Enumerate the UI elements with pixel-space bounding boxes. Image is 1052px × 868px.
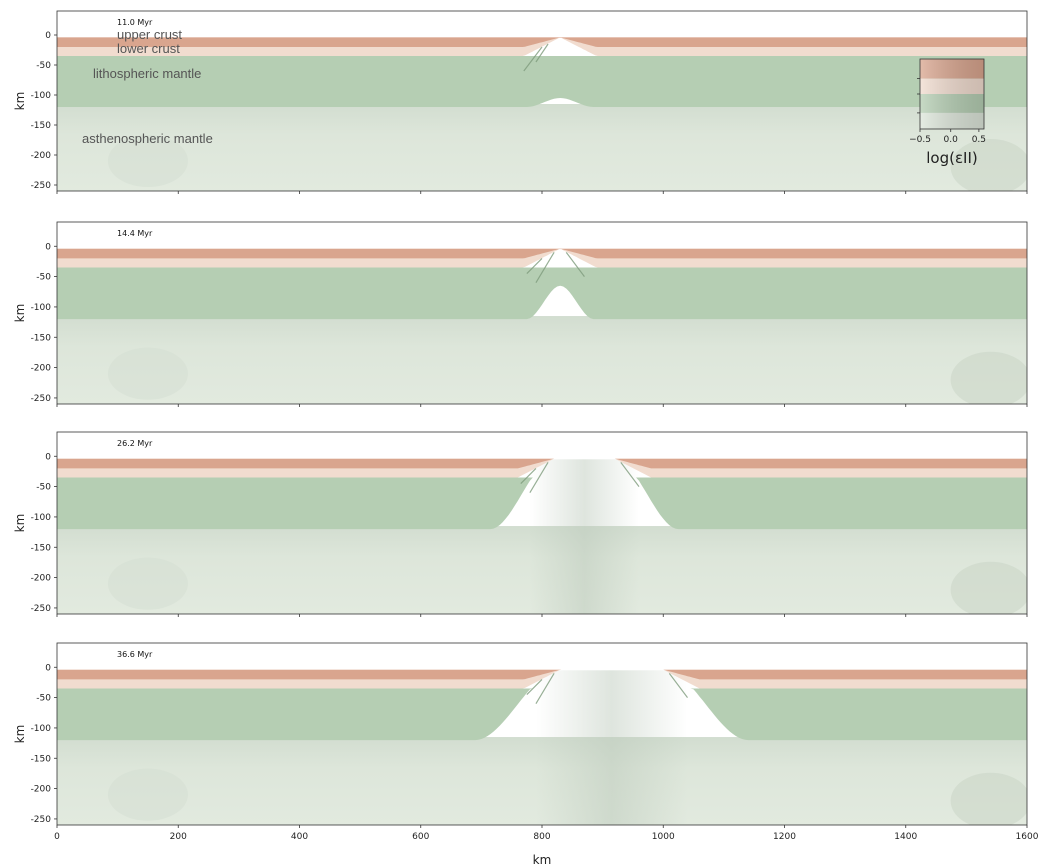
convection-cell-left xyxy=(107,768,188,821)
shear-zone-3 xyxy=(520,467,537,484)
y-axis-label: km xyxy=(13,725,27,744)
y-tick-label: 0 xyxy=(45,663,51,673)
time-label: 36.6 Myr xyxy=(117,650,153,659)
y-tick-label: -150 xyxy=(31,543,52,553)
panel-2: 0 -50 -100 -150 -200 -250 km 14.4 Myr xyxy=(13,221,1028,407)
x-tick-label: 1200 xyxy=(773,832,796,842)
y-tick-label: -150 xyxy=(31,333,52,343)
asthenospheric-mantle-label: asthenospheric mantle xyxy=(82,131,213,146)
colorbar-shading xyxy=(920,59,984,129)
shear-zone-2 xyxy=(620,461,640,487)
y-tick-label: -100 xyxy=(31,724,52,734)
y-tick-label: -200 xyxy=(31,574,52,584)
y-tick-label: -200 xyxy=(31,785,52,795)
y-tick-label: -150 xyxy=(31,754,52,764)
y-tick-label: 0 xyxy=(45,31,51,41)
upper-crust xyxy=(57,37,1027,47)
y-tick-label: -200 xyxy=(31,151,52,161)
model-domain xyxy=(57,458,1027,614)
y-tick-label: -50 xyxy=(36,694,51,704)
y-tick-label: -100 xyxy=(31,513,52,523)
shear-zone-3 xyxy=(526,257,543,274)
y-axis-label: km xyxy=(13,304,27,323)
convection-cell-left xyxy=(107,557,188,610)
colorbar-tick-label: −0.5 xyxy=(909,135,931,145)
shear-zone-1 xyxy=(529,462,549,493)
y-tick-label: -50 xyxy=(36,61,51,71)
lithospheric-mantle-label: lithospheric mantle xyxy=(93,66,201,81)
colorbar: −0.5 0.0 0.5 log(εII) xyxy=(909,58,986,167)
colorbar-tick-label: 0.0 xyxy=(944,135,959,145)
shear-zone-3 xyxy=(526,678,543,695)
x-tick-label: 1000 xyxy=(652,832,675,842)
y-tick-label: -100 xyxy=(31,303,52,313)
upper-crust xyxy=(57,248,1027,259)
y-tick-label: -250 xyxy=(31,604,52,614)
time-label: 11.0 Myr xyxy=(117,18,153,27)
shear-zone-1 xyxy=(535,252,555,283)
y-tick-label: -100 xyxy=(31,91,52,101)
x-tick-label: 0 xyxy=(54,832,60,842)
colorbar-title: log(εII) xyxy=(926,149,978,167)
shear-zone-2 xyxy=(668,672,688,698)
asthenospheric-mantle xyxy=(57,104,1027,191)
convection-cell-left xyxy=(107,135,188,187)
shear-zone-1 xyxy=(535,673,555,704)
lithospheric-mantle xyxy=(57,267,1027,320)
y-tick-label: -250 xyxy=(31,815,52,825)
shear-zone-2 xyxy=(535,43,549,63)
time-label: 14.4 Myr xyxy=(117,229,153,238)
lower-crust-label: lower crust xyxy=(117,41,180,56)
y-tick-label: -250 xyxy=(31,181,52,191)
asthenospheric-mantle xyxy=(57,316,1027,404)
x-tick-label: 800 xyxy=(533,832,550,842)
x-tick-label: 1600 xyxy=(1016,832,1039,842)
lithospheric-mantle xyxy=(57,56,1027,107)
convection-cell-right xyxy=(950,772,1027,825)
shear-zone-2 xyxy=(565,251,585,277)
x-tick-label: 200 xyxy=(170,832,187,842)
y-tick-label: -50 xyxy=(36,483,51,493)
model-domain xyxy=(57,37,1027,191)
y-tick-label: -50 xyxy=(36,273,51,283)
panel-3: 0 -50 -100 -150 -200 -250 km 26.2 Myr xyxy=(13,431,1028,617)
upper-crust xyxy=(57,669,1027,680)
upwelling-column xyxy=(529,459,639,614)
y-tick-label: -200 xyxy=(31,364,52,374)
y-axis-label: km xyxy=(13,514,27,533)
convection-cell-right xyxy=(950,561,1027,614)
x-tick-label: 400 xyxy=(291,832,308,842)
x-tick-label: 1400 xyxy=(894,832,917,842)
model-domain xyxy=(57,669,1027,825)
shear-zone-1 xyxy=(523,46,543,72)
y-tick-label: 0 xyxy=(45,242,51,252)
y-tick-label: 0 xyxy=(45,452,51,462)
convection-cell-right xyxy=(950,351,1027,404)
lithospheric-mantle xyxy=(57,477,1027,530)
upwelling-column xyxy=(535,670,688,825)
x-axis-label: km xyxy=(533,853,552,867)
x-tick-label: 600 xyxy=(412,832,429,842)
time-label: 26.2 Myr xyxy=(117,439,153,448)
y-tick-label: -150 xyxy=(31,121,52,131)
lithospheric-mantle xyxy=(57,688,1027,741)
upper-crust-label: upper crust xyxy=(117,27,182,42)
upper-crust xyxy=(57,458,1027,469)
y-axis-label: km xyxy=(13,92,27,111)
convection-cell-right xyxy=(950,139,1027,191)
colorbar-tick-label: 0.5 xyxy=(972,135,986,145)
convection-cell-left xyxy=(107,347,188,400)
model-domain xyxy=(57,248,1027,404)
y-tick-label: -250 xyxy=(31,394,52,404)
